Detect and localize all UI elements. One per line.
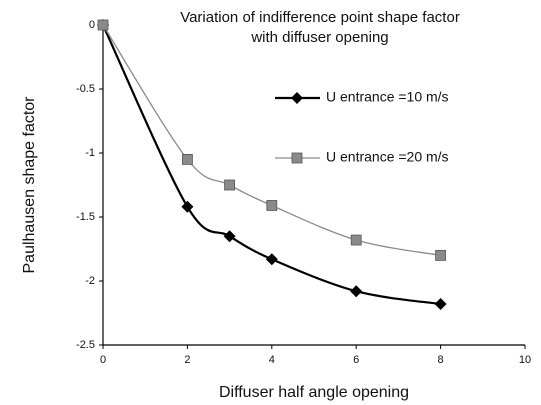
- marker: [435, 249, 447, 261]
- legend-marker: [291, 152, 303, 164]
- y-tick-label: -1.5: [76, 211, 95, 223]
- legend-label: U entrance =20 m/s: [326, 149, 449, 165]
- marker: [97, 19, 109, 31]
- y-tick-label: -1: [85, 147, 95, 159]
- x-tick-label: 8: [438, 354, 444, 366]
- legend-marker: [291, 92, 303, 104]
- series-line: [102, 24, 441, 306]
- marker: [181, 153, 193, 165]
- x-tick-label: 6: [353, 354, 359, 366]
- y-axis-label: Paulhausen shape factor: [21, 96, 38, 274]
- marker: [224, 179, 236, 191]
- marker: [181, 200, 194, 213]
- chart-title: with diffuser opening: [250, 29, 388, 46]
- y-tick-label: 0: [89, 19, 95, 31]
- x-tick-label: 2: [184, 354, 190, 366]
- x-tick-label: 10: [519, 354, 531, 366]
- legend-label: U entrance =10 m/s: [326, 89, 449, 105]
- y-tick-label: -2: [85, 275, 95, 287]
- y-tick-label: -2.5: [76, 339, 95, 351]
- x-tick-label: 0: [100, 354, 106, 366]
- marker: [265, 253, 278, 266]
- chart-title: Variation of indifference point shape fa…: [180, 9, 460, 26]
- series-line: [102, 24, 441, 257]
- y-tick-label: -0.5: [76, 83, 95, 95]
- marker: [350, 234, 362, 246]
- marker: [434, 298, 447, 311]
- marker: [350, 285, 363, 298]
- marker: [266, 200, 278, 211]
- marker: [223, 230, 236, 243]
- x-axis-label: Diffuser half angle opening: [219, 384, 409, 401]
- x-tick-label: 4: [269, 354, 275, 366]
